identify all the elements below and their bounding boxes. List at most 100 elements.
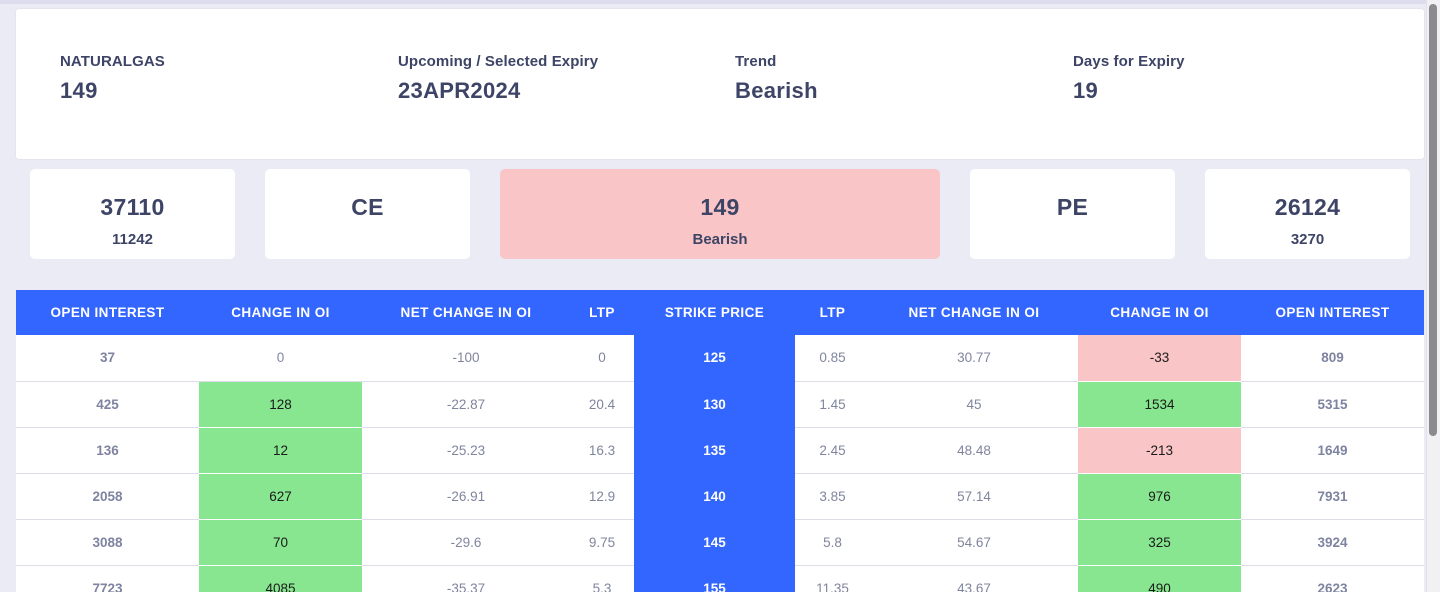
ce-net-change: -22.87 (362, 381, 570, 428)
ce-change-in-oi: 70 (199, 519, 362, 566)
ce-open-interest: 425 (16, 381, 199, 428)
header-pe-net-change-in-oi: NET CHANGE IN OI (870, 290, 1078, 335)
pe-change-in-oi: 490 (1078, 565, 1241, 592)
ce-net-change: -29.6 (362, 519, 570, 566)
top-border (0, 0, 1440, 4)
trend-info: Trend Bearish (735, 53, 818, 104)
summary-card: NATURALGAS 149 Upcoming / Selected Expir… (15, 8, 1425, 160)
header-pe-change-in-oi: CHANGE IN OI (1078, 290, 1241, 335)
pe-open-interest: 2623 (1241, 565, 1424, 592)
days-value: 19 (1073, 78, 1099, 103)
pe-net-change: 57.14 (870, 473, 1078, 520)
header-strike-price: STRIKE PRICE (634, 290, 795, 335)
ce-change-in-oi: 0 (199, 335, 362, 382)
ce-open-interest: 37 (16, 335, 199, 382)
table-row: 136 12 -25.23 16.3 135 2.45 48.48 -213 1… (16, 427, 1424, 474)
spot-price: 149 (700, 194, 740, 220)
pe-net-change: 43.67 (870, 565, 1078, 592)
ce-total-oi: 37110 (100, 194, 165, 220)
header-ce-ltp: LTP (570, 290, 634, 335)
ce-change-in-oi: 128 (199, 381, 362, 428)
ce-open-interest: 3088 (16, 519, 199, 566)
pe-open-interest: 3924 (1241, 519, 1424, 566)
header-pe-ltp: LTP (795, 290, 870, 335)
ce-open-interest: 7723 (16, 565, 199, 592)
pe-ltp: 1.45 (795, 381, 870, 428)
pe-change-in-oi: 1534 (1078, 381, 1241, 428)
ce-ltp: 0 (570, 335, 634, 382)
strike-price: 140 (634, 473, 795, 520)
ce-change-in-oi: 627 (199, 473, 362, 520)
spot-trend: Bearish (692, 231, 748, 248)
symbol-price: 149 (60, 78, 98, 103)
table-row: 3088 70 -29.6 9.75 145 5.8 54.67 325 392… (16, 519, 1424, 566)
days-label: Days for Expiry (1073, 53, 1185, 70)
pe-total-change: 3270 (1290, 231, 1325, 248)
pe-net-change: 30.77 (870, 335, 1078, 382)
option-chain-table: OPEN INTEREST CHANGE IN OI NET CHANGE IN… (16, 290, 1424, 592)
table-row: 7723 4085 -35.37 5.3 155 11.35 43.67 490… (16, 565, 1424, 592)
ce-label-card: CE (265, 169, 470, 259)
pe-ltp: 3.85 (795, 473, 870, 520)
ce-change-in-oi: 4085 (199, 565, 362, 592)
spot-trend-card: 149 Bearish (500, 169, 940, 259)
ce-open-interest: 136 (16, 427, 199, 474)
pe-ltp: 5.8 (795, 519, 870, 566)
ce-change-in-oi: 12 (199, 427, 362, 474)
ce-net-change: -35.37 (362, 565, 570, 592)
expiry-info: Upcoming / Selected Expiry 23APR2024 (398, 53, 598, 104)
expiry-value[interactable]: 23APR2024 (398, 78, 521, 103)
strike-price: 135 (634, 427, 795, 474)
table-row: 425 128 -22.87 20.4 130 1.45 45 1534 531… (16, 381, 1424, 428)
pe-open-interest: 809 (1241, 335, 1424, 382)
ce-net-change: -100 (362, 335, 570, 382)
days-info: Days for Expiry 19 (1073, 53, 1185, 104)
header-ce-change-in-oi: CHANGE IN OI (199, 290, 362, 335)
ce-ltp: 12.9 (570, 473, 634, 520)
strike-price: 130 (634, 381, 795, 428)
strike-price: 155 (634, 565, 795, 592)
pe-ltp: 11.35 (795, 565, 870, 592)
symbol-label: NATURALGAS (60, 53, 165, 70)
ce-ltp: 16.3 (570, 427, 634, 474)
pe-ltp: 2.45 (795, 427, 870, 474)
pe-change-in-oi: -33 (1078, 335, 1241, 382)
header-ce-net-change-in-oi: NET CHANGE IN OI (362, 290, 570, 335)
pe-label: PE (1056, 194, 1089, 220)
table-row: 37 0 -100 0 125 0.85 30.77 -33 809 (16, 335, 1424, 382)
trend-label: Trend (735, 53, 777, 70)
ce-ltp: 9.75 (570, 519, 634, 566)
ce-ltp: 20.4 (570, 381, 634, 428)
ce-total-card: 37110 11242 (30, 169, 235, 259)
symbol-info: NATURALGAS 149 (60, 53, 165, 104)
pe-ltp: 0.85 (795, 335, 870, 382)
pe-change-in-oi: 976 (1078, 473, 1241, 520)
strike-price: 125 (634, 335, 795, 382)
pe-open-interest: 1649 (1241, 427, 1424, 474)
header-pe-open-interest: OPEN INTEREST (1241, 290, 1424, 335)
ce-open-interest: 2058 (16, 473, 199, 520)
ce-total-change: 11242 (112, 231, 153, 248)
pe-total-card: 26124 3270 (1205, 169, 1410, 259)
header-ce-open-interest: OPEN INTEREST (16, 290, 199, 335)
ce-net-change: -26.91 (362, 473, 570, 520)
pe-net-change: 48.48 (870, 427, 1078, 474)
pe-net-change: 45 (870, 381, 1078, 428)
strike-price: 145 (634, 519, 795, 566)
expiry-label: Upcoming / Selected Expiry (398, 53, 599, 70)
trend-value: Bearish (735, 78, 818, 103)
table-header-row: OPEN INTEREST CHANGE IN OI NET CHANGE IN… (16, 290, 1424, 335)
ce-label: CE (351, 194, 384, 220)
pe-open-interest: 7931 (1241, 473, 1424, 520)
pe-label-card: PE (970, 169, 1175, 259)
pe-total-oi: 26124 (1274, 194, 1341, 220)
pe-change-in-oi: 325 (1078, 519, 1241, 566)
pe-open-interest: 5315 (1241, 381, 1424, 428)
pe-change-in-oi: -213 (1078, 427, 1241, 474)
ce-net-change: -25.23 (362, 427, 570, 474)
ce-ltp: 5.3 (570, 565, 634, 592)
pe-net-change: 54.67 (870, 519, 1078, 566)
table-row: 2058 627 -26.91 12.9 140 3.85 57.14 976 … (16, 473, 1424, 520)
page-scrollbar[interactable] (1426, 0, 1440, 592)
scrollbar-thumb[interactable] (1429, 4, 1437, 436)
